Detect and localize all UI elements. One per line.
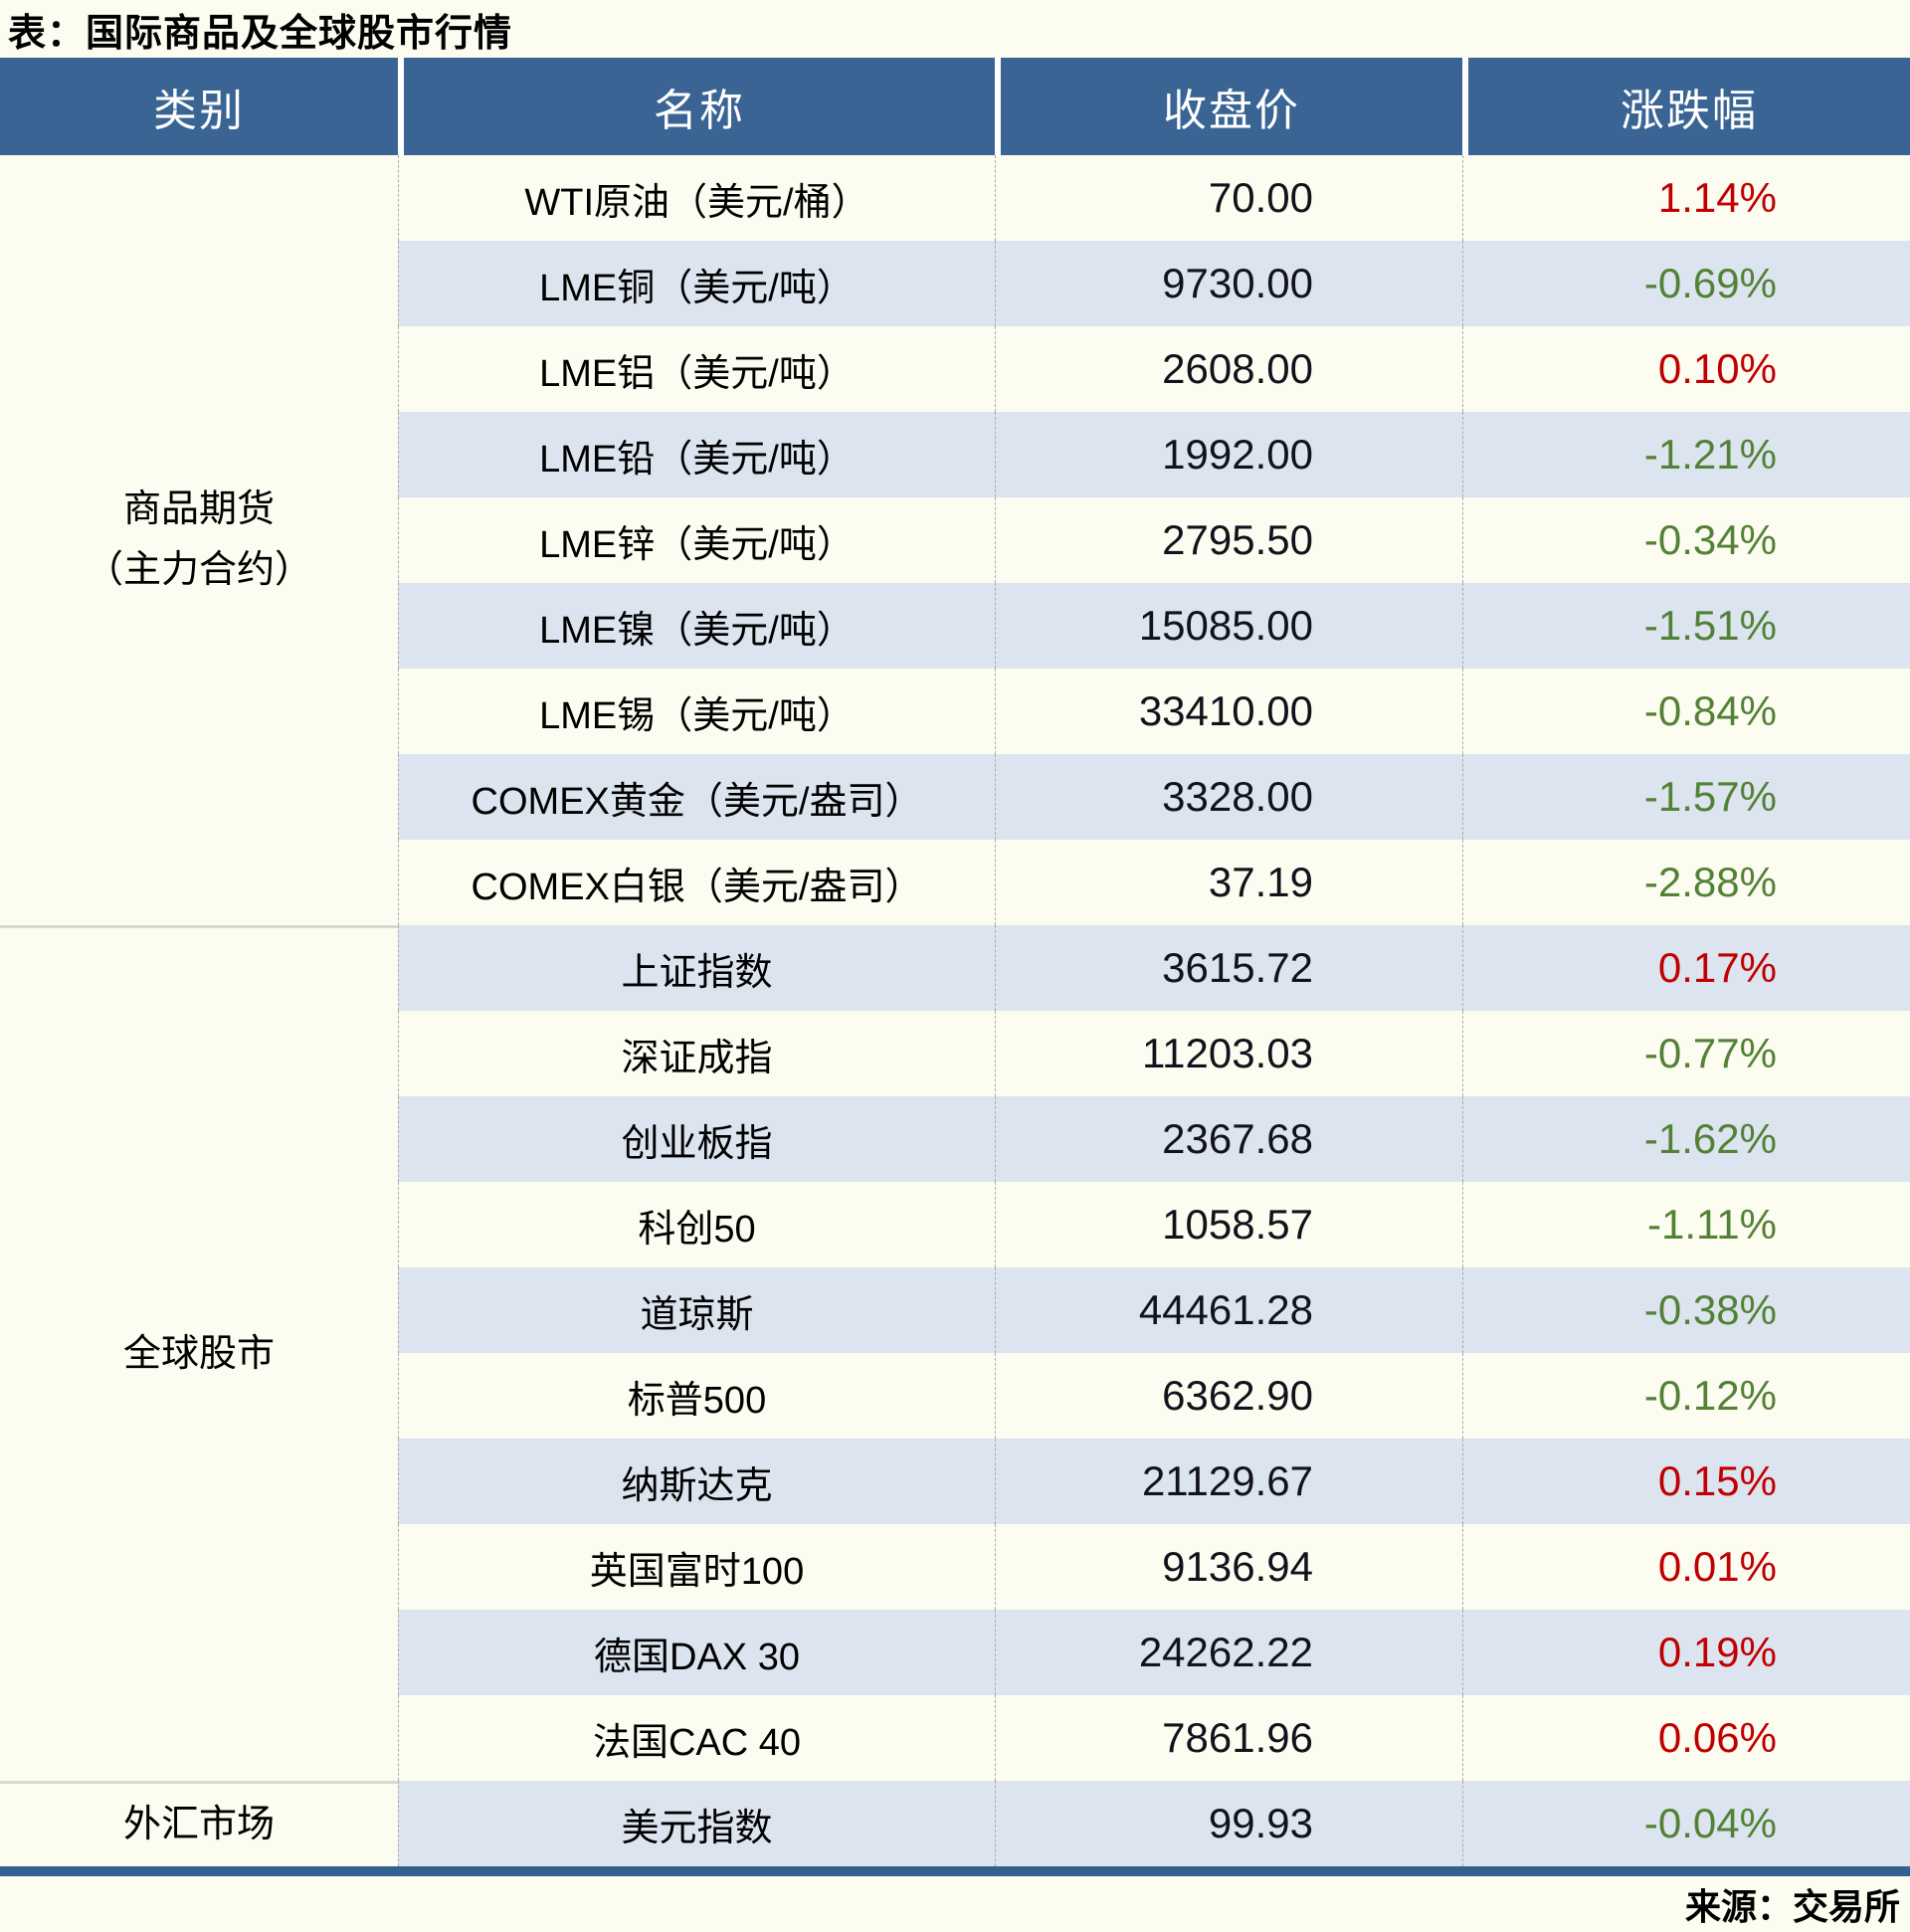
instrument-name: LME铝（美元/吨） (398, 326, 995, 412)
change-percent-value: -0.77% (1462, 1011, 1910, 1096)
source-note: 来源：交易所 (1684, 1886, 1900, 1927)
change-percent-value: -1.11% (1462, 1182, 1910, 1267)
instrument-name: LME铜（美元/吨） (398, 241, 995, 326)
instrument-name: 标普500 (398, 1353, 995, 1439)
column-header-name: 名称 (398, 58, 995, 155)
instrument-name: 创业板指 (398, 1096, 995, 1182)
close-price-value: 70.00 (995, 155, 1462, 241)
instrument-name: 纳斯达克 (398, 1439, 995, 1524)
instrument-name: COMEX白银（美元/盎司） (398, 840, 995, 925)
close-price-value: 33410.00 (995, 669, 1462, 754)
close-price-value: 24262.22 (995, 1610, 1462, 1695)
instrument-name: LME锌（美元/吨） (398, 497, 995, 583)
close-price-value: 2367.68 (995, 1096, 1462, 1182)
change-percent-value: 0.06% (1462, 1695, 1910, 1781)
close-price-value: 6362.90 (995, 1353, 1462, 1439)
column-header-category: 类别 (0, 58, 398, 155)
category-cell: 外汇市场 (0, 1781, 398, 1866)
close-price-value: 99.93 (995, 1781, 1462, 1866)
change-percent-value: -0.84% (1462, 669, 1910, 754)
category-cell: 全球股市 (0, 925, 398, 1781)
close-price-value: 44461.28 (995, 1267, 1462, 1353)
instrument-name: LME铅（美元/吨） (398, 412, 995, 497)
change-percent-value: -1.21% (1462, 412, 1910, 497)
instrument-name: COMEX黄金（美元/盎司） (398, 754, 995, 840)
change-percent-value: -1.62% (1462, 1096, 1910, 1182)
close-price-value: 3328.00 (995, 754, 1462, 840)
change-percent-value: -0.12% (1462, 1353, 1910, 1439)
close-price-value: 15085.00 (995, 583, 1462, 669)
change-percent-value: -0.38% (1462, 1267, 1910, 1353)
instrument-name: 上证指数 (398, 925, 995, 1011)
instrument-name: 深证成指 (398, 1011, 995, 1096)
close-price-value: 9136.94 (995, 1524, 1462, 1610)
instrument-name: 科创50 (398, 1182, 995, 1267)
close-price-value: 21129.67 (995, 1439, 1462, 1524)
instrument-name: 道琼斯 (398, 1267, 995, 1353)
close-price-value: 7861.96 (995, 1695, 1462, 1781)
instrument-name: LME镍（美元/吨） (398, 583, 995, 669)
instrument-name: 法国CAC 40 (398, 1695, 995, 1781)
change-percent-value: -0.34% (1462, 497, 1910, 583)
close-price-value: 2608.00 (995, 326, 1462, 412)
change-percent-value: 0.17% (1462, 925, 1910, 1011)
close-price-value: 1992.00 (995, 412, 1462, 497)
change-percent-value: 0.10% (1462, 326, 1910, 412)
change-percent-value: -2.88% (1462, 840, 1910, 925)
page-title: 表：国际商品及全球股市行情 (8, 12, 513, 55)
change-percent-value: 1.14% (1462, 155, 1910, 241)
instrument-name: 英国富时100 (398, 1524, 995, 1610)
change-percent-value: -0.69% (1462, 241, 1910, 326)
quotes-table: 类别 名称 收盘价 涨跌幅 商品期货 （主力合约） WTI原油（美元/桶） 70.0… (0, 58, 1910, 1866)
close-price-value: 1058.57 (995, 1182, 1462, 1267)
instrument-name: WTI原油（美元/桶） (398, 155, 995, 241)
change-percent-value: 0.15% (1462, 1439, 1910, 1524)
close-price-value: 9730.00 (995, 241, 1462, 326)
column-header-change-percent: 涨跌幅 (1462, 58, 1910, 155)
close-price-value: 3615.72 (995, 925, 1462, 1011)
change-percent-value: 0.19% (1462, 1610, 1910, 1695)
change-percent-value: -1.51% (1462, 583, 1910, 669)
change-percent-value: -1.57% (1462, 754, 1910, 840)
instrument-name: 美元指数 (398, 1781, 995, 1866)
close-price-value: 2795.50 (995, 497, 1462, 583)
instrument-name: LME锡（美元/吨） (398, 669, 995, 754)
category-cell: 商品期货 （主力合约） (85, 488, 312, 591)
close-price-value: 11203.03 (995, 1011, 1462, 1096)
close-price-value: 37.19 (995, 840, 1462, 925)
table-bottom-border (0, 1866, 1910, 1876)
change-percent-value: -0.04% (1462, 1781, 1910, 1866)
column-header-close-price: 收盘价 (995, 58, 1462, 155)
instrument-name: 德国DAX 30 (398, 1610, 995, 1695)
change-percent-value: 0.01% (1462, 1524, 1910, 1610)
